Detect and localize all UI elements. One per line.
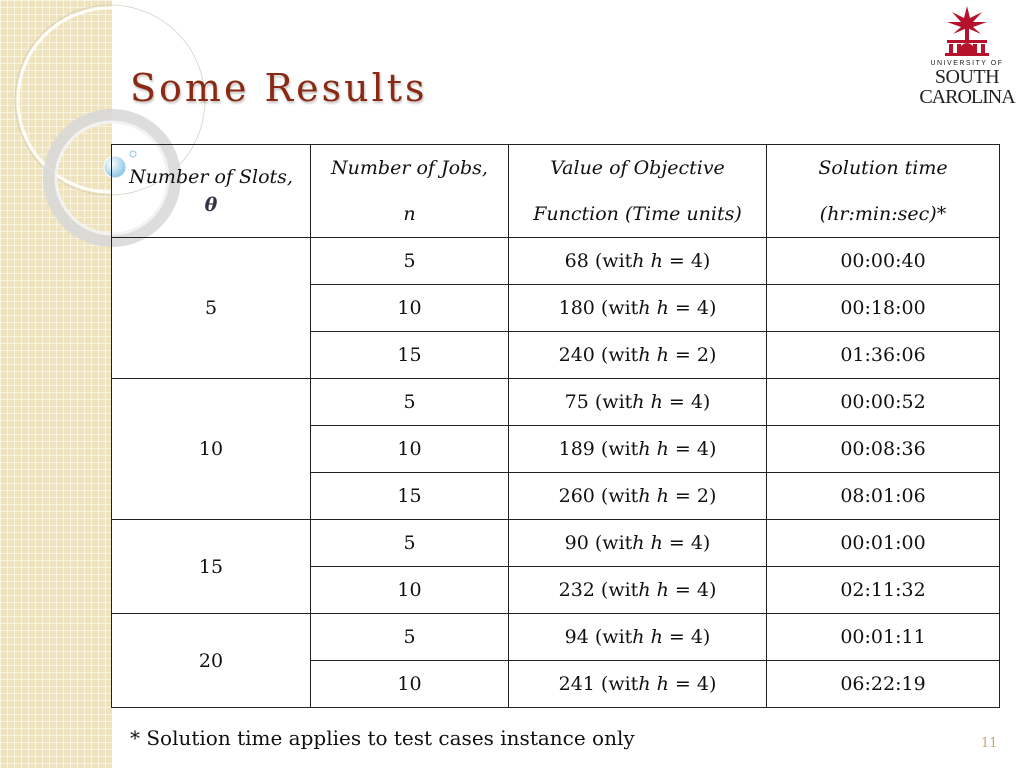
header-objective-line1: Value of Objective bbox=[550, 157, 725, 179]
logo-university-of: UNIVERSITY OF bbox=[930, 60, 1004, 67]
header-slots-label: Number of Slots, bbox=[129, 166, 293, 188]
header-jobs-line1: Number of Jobs, bbox=[331, 157, 488, 179]
header-number-of-slots: Number of Slots, θ bbox=[111, 144, 311, 238]
cell-objective-value: 180 (with h = 4) bbox=[508, 284, 767, 332]
deco-ring-large-shadow bbox=[14, 4, 206, 196]
header-objective-line2: Function (Time units) bbox=[533, 203, 742, 225]
cell-solution-time: 06:22:19 bbox=[766, 660, 1000, 708]
h-value: 4 bbox=[690, 391, 703, 413]
cell-solution-time: 00:08:36 bbox=[766, 425, 1000, 473]
logo-carolina: CAROLINA bbox=[919, 86, 1015, 108]
cell-jobs: 15 bbox=[310, 331, 509, 379]
table-row: 15 260 (with h = 2) 08:01:06 bbox=[112, 472, 1000, 520]
decorative-strip bbox=[0, 0, 112, 768]
cell-objective-value: 232 (with h = 4) bbox=[508, 566, 767, 614]
cell-slots: 20 bbox=[111, 613, 311, 708]
cell-objective-value: 241 (with h = 4) bbox=[508, 660, 767, 708]
palmetto-emblem-icon bbox=[945, 6, 989, 56]
cell-jobs: 10 bbox=[310, 284, 509, 332]
objective-number: 75 bbox=[564, 391, 589, 413]
cell-jobs: 15 bbox=[310, 472, 509, 520]
cell-slots: 10 bbox=[111, 378, 311, 520]
cell-objective-value: 75 (with h = 4) bbox=[508, 378, 767, 426]
header-solution-time: Solution time (hr:min:sec)* bbox=[766, 144, 1000, 238]
cell-slots: 5 bbox=[111, 237, 311, 379]
h-value: 2 bbox=[696, 344, 709, 366]
cell-solution-time: 08:01:06 bbox=[766, 472, 1000, 520]
header-jobs-line2: n bbox=[403, 203, 416, 225]
logo-south: SOUTH bbox=[934, 66, 1000, 88]
cell-solution-time: 00:01:00 bbox=[766, 519, 1000, 567]
cell-solution-time: 00:18:00 bbox=[766, 284, 1000, 332]
header-time-line2: (hr:min:sec)* bbox=[819, 203, 947, 225]
table-header-row: Number of Slots, θ Number of Jobs, n Val… bbox=[111, 144, 1000, 238]
cell-solution-time: 01:36:06 bbox=[766, 331, 1000, 379]
h-value: 4 bbox=[696, 438, 709, 460]
h-value: 2 bbox=[696, 485, 709, 507]
table-row: 5 5 68 (with h = 4) 00:00:40 bbox=[111, 237, 1000, 379]
cell-jobs: 5 bbox=[310, 378, 509, 426]
cell-solution-time: 02:11:32 bbox=[766, 566, 1000, 614]
objective-number: 240 bbox=[558, 344, 595, 366]
table-row: 15 240 (with h = 2) 01:36:06 bbox=[112, 331, 1000, 379]
cell-objective-value: 240 (with h = 2) bbox=[508, 331, 767, 379]
objective-number: 260 bbox=[558, 485, 595, 507]
cell-solution-time: 00:00:52 bbox=[766, 378, 1000, 426]
cell-objective-value: 68 (with h = 4) bbox=[508, 237, 767, 285]
slide-number: 11 bbox=[981, 736, 998, 751]
cell-jobs: 5 bbox=[310, 237, 509, 285]
theta-symbol: θ bbox=[204, 194, 218, 216]
header-objective-value: Value of Objective Function (Time units) bbox=[508, 144, 767, 238]
university-logo: UNIVERSITY OF SOUTH CAROLINA bbox=[914, 4, 1020, 108]
h-value: 4 bbox=[690, 532, 703, 554]
header-number-of-jobs: Number of Jobs, n bbox=[310, 144, 509, 238]
table-row: 10 5 75 (with h = 4) 00:00:52 bbox=[111, 378, 1000, 520]
slide-title: Some Results bbox=[130, 66, 428, 110]
table-row: 10 241 (with h = 4) 06:22:19 bbox=[112, 660, 1000, 708]
cell-objective-value: 189 (with h = 4) bbox=[508, 425, 767, 473]
footnote: * Solution time applies to test cases in… bbox=[130, 726, 635, 750]
objective-number: 189 bbox=[558, 438, 595, 460]
h-value: 4 bbox=[690, 626, 703, 648]
objective-number: 68 bbox=[564, 250, 589, 272]
cell-solution-time: 00:00:40 bbox=[766, 237, 1000, 285]
cell-jobs: 5 bbox=[310, 613, 509, 661]
objective-number: 90 bbox=[564, 532, 589, 554]
objective-number: 180 bbox=[558, 297, 595, 319]
cell-jobs: 10 bbox=[310, 425, 509, 473]
h-value: 4 bbox=[696, 297, 709, 319]
cell-slots: 15 bbox=[111, 519, 311, 614]
results-table: Number of Slots, θ Number of Jobs, n Val… bbox=[111, 144, 1000, 708]
cell-jobs: 10 bbox=[310, 566, 509, 614]
h-value: 4 bbox=[696, 673, 709, 695]
cell-objective-value: 260 (with h = 2) bbox=[508, 472, 767, 520]
table-row: 15 5 90 (with h = 4) 00:01:00 bbox=[111, 519, 1000, 614]
cell-objective-value: 94 (with h = 4) bbox=[508, 613, 767, 661]
table-body: 5 5 68 (with h = 4) 00:00:40 10 180 (with h =… bbox=[111, 237, 1000, 708]
table-row: 20 5 94 (with h = 4) 00:01:11 bbox=[111, 613, 1000, 708]
header-time-line1: Solution time bbox=[818, 157, 948, 179]
h-value: 4 bbox=[690, 250, 703, 272]
objective-number: 241 bbox=[558, 673, 595, 695]
cell-objective-value: 90 (with h = 4) bbox=[508, 519, 767, 567]
cell-jobs: 5 bbox=[310, 519, 509, 567]
table-row: 10 232 (with h = 4) 02:11:32 bbox=[112, 566, 1000, 614]
deco-ring-large bbox=[16, 6, 204, 194]
table-row: 10 189 (with h = 4) 00:08:36 bbox=[112, 425, 1000, 473]
cell-solution-time: 00:01:11 bbox=[766, 613, 1000, 661]
cell-jobs: 10 bbox=[310, 660, 509, 708]
objective-number: 94 bbox=[564, 626, 589, 648]
objective-number: 232 bbox=[558, 579, 595, 601]
h-value: 4 bbox=[696, 579, 709, 601]
